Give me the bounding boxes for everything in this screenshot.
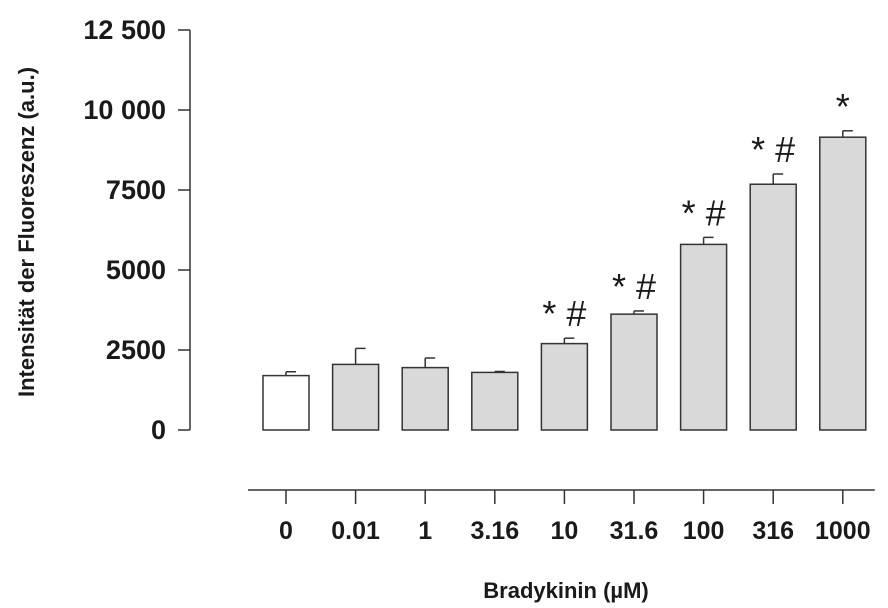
bar (401, 366, 449, 431)
bars: * # * # * # * # * (262, 86, 867, 431)
x-tick-label: 0.01 (331, 517, 380, 545)
bar (331, 363, 380, 431)
y-tick-label: 10 000 (83, 95, 166, 125)
y-tick-label: 2500 (106, 335, 166, 365)
bar (540, 342, 589, 431)
significance-label: * # (542, 293, 586, 334)
significance-label: * # (751, 129, 795, 170)
bar (610, 313, 658, 431)
significance-label: * (836, 86, 850, 127)
bar (471, 371, 519, 431)
x-tick-label: 10 (550, 517, 578, 545)
x-tick-label: 31.6 (610, 517, 659, 545)
x-tick-label: 0 (279, 517, 293, 545)
y-tick-label: 7500 (106, 175, 166, 205)
y-tick-label: 0 (151, 415, 166, 445)
x-axis-title: Bradykinin (µM) (483, 578, 648, 603)
x-tick-label: 1000 (815, 517, 871, 545)
x-tick-label: 100 (683, 517, 725, 545)
y-axis-title: Intensität der Fluoreszenz (a.u.) (14, 67, 39, 397)
x-tick-label: 1 (418, 517, 432, 545)
x-tick-label: 316 (752, 517, 794, 545)
bar (749, 183, 797, 431)
bar (262, 374, 310, 431)
y-tick-label: 5000 (106, 255, 166, 285)
significance-label: * # (612, 266, 656, 307)
x-tick-label: 3.16 (470, 517, 519, 545)
y-tick-label: 12 500 (83, 15, 166, 45)
significance-label: * # (682, 192, 726, 233)
y-axis: 0 2500 5000 7500 10 000 12 500 (83, 15, 191, 445)
x-axis: 0 0.01 1 3.16 10 31.6 100 316 1000 (248, 489, 875, 545)
bar (819, 136, 867, 431)
bar (679, 243, 728, 431)
